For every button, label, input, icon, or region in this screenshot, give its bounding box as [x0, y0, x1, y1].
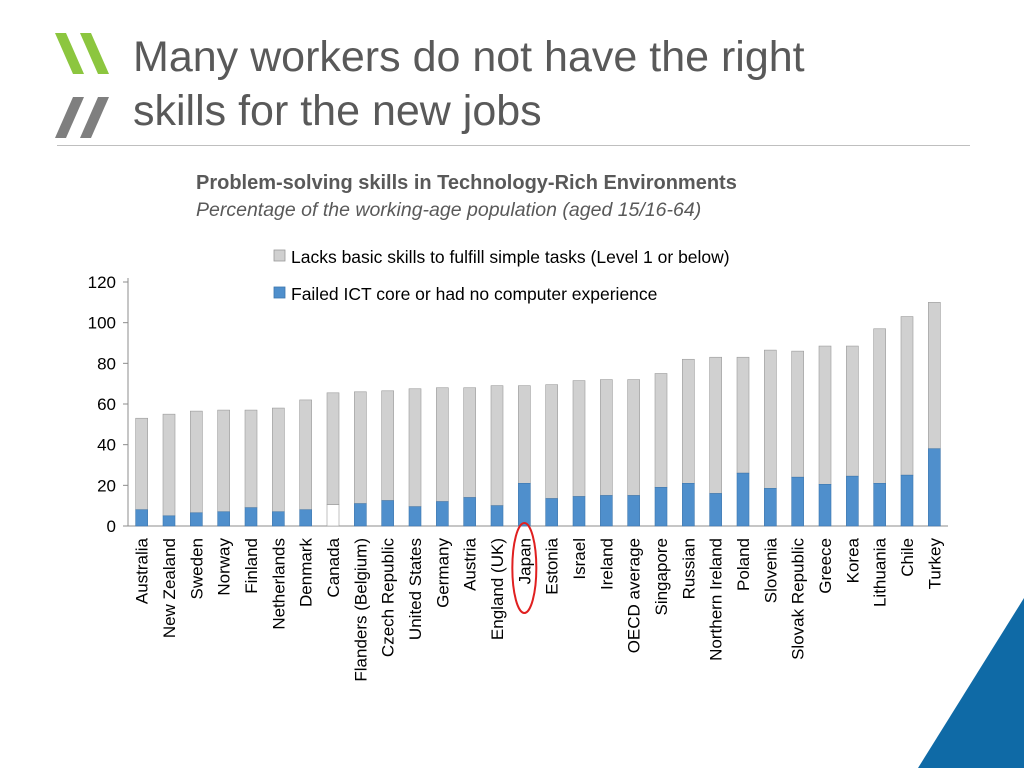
bar-failed-ict-core	[791, 476, 804, 527]
x-tick-label: Sweden	[187, 538, 206, 599]
x-tick-label: Poland	[734, 538, 753, 591]
bar-failed-ict-core	[162, 515, 176, 527]
slide-title: Many workers do not have the right skill…	[133, 30, 953, 138]
y-tick-label: 0	[107, 517, 116, 536]
bar-failed-ict-core	[545, 498, 558, 527]
bar-failed-ict-core	[326, 504, 340, 527]
x-tick-label: Turkey	[925, 538, 944, 590]
bar-failed-ict-core	[900, 474, 914, 527]
oecd-logo	[55, 33, 109, 138]
x-tick-label: Flanders (Belgium)	[351, 538, 370, 682]
x-tick-label: Austria	[461, 537, 480, 590]
bar-failed-ict-core	[709, 493, 722, 527]
bar-failed-ict-core	[408, 506, 422, 527]
x-tick-label: Denmark	[297, 538, 316, 607]
x-tick-label: Germany	[433, 538, 452, 608]
bar-failed-ict-core	[190, 512, 203, 527]
y-tick-label: 40	[97, 436, 116, 455]
x-tick-label: Canada	[324, 537, 343, 597]
legend-label-failed-ict-core: Failed ICT core or had no computer exper…	[291, 284, 657, 304]
bar-failed-ict-core	[764, 488, 777, 527]
bar-failed-ict-core	[682, 482, 695, 527]
x-tick-label: Northern Ireland	[707, 538, 726, 661]
x-tick-label: Singapore	[652, 538, 671, 616]
x-tick-label: Estonia	[543, 537, 562, 594]
logo-chevron-left-top	[55, 33, 84, 74]
x-tick-label: United States	[406, 538, 425, 640]
bar-failed-ict-core	[381, 500, 394, 527]
x-tick-label: Netherlands	[269, 538, 288, 630]
bar-failed-ict-core	[654, 487, 668, 527]
logo-chevron-right-top	[80, 33, 109, 74]
bar-failed-ict-core	[436, 501, 449, 527]
bar-failed-ict-core	[736, 472, 750, 527]
bar-failed-ict-core	[518, 482, 531, 527]
y-tick-label: 120	[88, 273, 116, 292]
x-tick-label: Israel	[570, 538, 589, 580]
bar-failed-ict-core	[846, 475, 859, 527]
x-tick-label: Chile	[898, 538, 917, 577]
logo-chevron-right-bottom	[80, 97, 109, 138]
x-tick-label: Slovak Republic	[789, 538, 808, 660]
chart-title: Problem-solving skills in Technology-Ric…	[196, 172, 737, 194]
y-tick-label: 100	[88, 314, 116, 333]
bar-failed-ict-core	[490, 505, 504, 527]
chart-legend: Lacks basic skills to fulfill simple tas…	[273, 247, 730, 304]
bar-failed-ict-core	[627, 495, 640, 527]
y-tick-label: 60	[97, 395, 116, 414]
legend-swatch-failed-ict-core	[273, 286, 286, 299]
japan-highlight-circle	[511, 522, 538, 614]
x-tick-label: Slovenia	[761, 537, 780, 603]
legend-swatch-lacks-basic-skills	[273, 249, 286, 262]
x-tick-label: Ireland	[597, 538, 616, 590]
bar-failed-ict-core	[244, 507, 258, 527]
title-divider	[57, 145, 970, 146]
x-axis-labels: Australia New Zealand Sweden Norway Finland N…	[133, 537, 945, 681]
bar-failed-ict-core	[600, 495, 613, 527]
bar-failed-ict-core	[873, 482, 886, 527]
x-tick-label: Lithuania	[871, 537, 890, 607]
x-tick-label: Czech Republic	[379, 538, 398, 658]
bars	[135, 302, 941, 527]
x-tick-label: Finland	[242, 538, 261, 594]
x-tick-label: Korea	[843, 537, 862, 583]
bar-failed-ict-core	[463, 497, 476, 527]
bar-failed-ict-core	[572, 496, 586, 527]
slide-title-line-1: Many workers do not have the right	[133, 33, 805, 81]
bar-failed-ict-core	[299, 509, 312, 527]
x-tick-label: New Zealand	[160, 538, 179, 638]
x-tick-label: Japan	[515, 538, 534, 584]
x-tick-label: Norway	[215, 538, 234, 596]
y-tick-label: 80	[97, 354, 116, 373]
bar-failed-ict-core	[354, 503, 367, 527]
y-axis: 0 20 40 60 80 100 120	[88, 273, 948, 536]
bar-failed-ict-core	[928, 448, 941, 527]
x-tick-label: Australia	[133, 537, 152, 604]
slide-title-line-2: skills for the new jobs	[133, 87, 542, 135]
logo-chevron-left-bottom	[55, 97, 84, 138]
y-tick-label: 20	[97, 476, 116, 495]
bar-failed-ict-core	[818, 484, 832, 527]
bar-failed-ict-core	[272, 511, 285, 527]
chart-subtitle: Percentage of the working-age population…	[196, 199, 701, 221]
x-tick-label: England (UK)	[488, 538, 507, 640]
legend-label-lacks-basic-skills: Lacks basic skills to fulfill simple tas…	[291, 247, 730, 267]
x-tick-label: Greece	[816, 538, 835, 594]
x-tick-label: Russian	[679, 538, 698, 599]
x-tick-label: OECD average	[625, 538, 644, 653]
bar-failed-ict-core	[135, 509, 148, 527]
bar-failed-ict-core	[217, 511, 230, 527]
